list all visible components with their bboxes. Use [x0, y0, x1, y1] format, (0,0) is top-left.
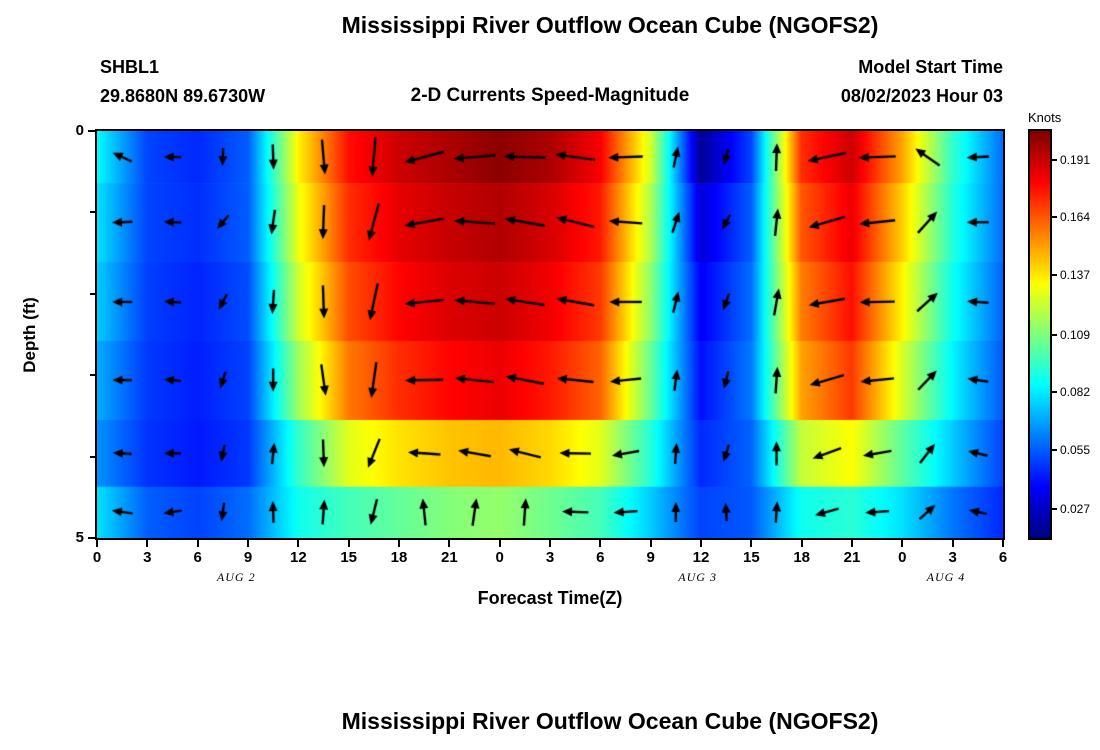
x-tick-label: 21 [440, 549, 458, 566]
colorbar-tick-label: 0.055 [1060, 442, 1091, 457]
x-tick-label: 6 [193, 549, 202, 566]
x-axis-tick [851, 540, 853, 547]
colorbar-tick [1052, 508, 1057, 511]
x-tick-label: 0 [495, 549, 504, 566]
x-axis-tick [901, 540, 904, 547]
x-tick-label: 3 [545, 549, 555, 566]
x-axis-tick [599, 540, 602, 547]
x-axis-tick [297, 540, 300, 547]
second-figure-title: Mississippi River Outflow Ocean Cube (NG… [341, 708, 879, 734]
x-tick-label: 3 [143, 549, 152, 566]
model-start-time-label: Model Start Time [858, 57, 1003, 77]
plot-subtitle: 2-D Currents Speed-Magnitude [410, 85, 690, 106]
x-axis-tick [196, 540, 199, 547]
x-tick-label: 9 [646, 549, 655, 566]
colorbar-tick-label: 0.109 [1060, 327, 1091, 342]
x-axis-tick [750, 540, 753, 547]
y-axis-tick [88, 537, 95, 539]
station-coordinates: 29.8680N 89.6730W [100, 86, 266, 106]
x-axis-tick [800, 540, 803, 547]
x-tick-label: 12 [692, 549, 710, 566]
x-tick-label: 3 [948, 549, 957, 566]
x-tick-label: 6 [596, 549, 605, 566]
x-axis-tick [1002, 540, 1004, 547]
x-axis-tick [549, 540, 551, 547]
x-axis-tick [96, 540, 98, 547]
colorbar-gradient [1030, 131, 1050, 538]
plot-area [95, 129, 1005, 540]
x-axis-tick [649, 540, 652, 547]
x-tick-label: 6 [998, 549, 1008, 566]
x-tick-label: 0 [898, 549, 907, 566]
colorbar-tick [1052, 448, 1057, 451]
date-label: AUG 2 [216, 570, 256, 584]
x-axis-tick [700, 540, 702, 547]
x-axis-tick [398, 540, 400, 547]
x-axis-label: Forecast Time(Z) [477, 588, 623, 608]
heatmap-quiver-canvas [97, 131, 1003, 538]
x-axis-tick [247, 540, 249, 547]
x-tick-label: 18 [793, 549, 810, 566]
colorbar-tick-label: 0.191 [1060, 152, 1091, 167]
colorbar-tick [1052, 333, 1057, 336]
colorbar [1028, 129, 1052, 540]
x-tick-label: 15 [340, 549, 357, 566]
y-axis-minor-tick [90, 455, 95, 458]
date-label: AUG 3 [678, 570, 717, 584]
colorbar-tick-label: 0.164 [1060, 210, 1091, 225]
x-axis-tick [498, 540, 501, 547]
x-tick-label: 0 [92, 549, 102, 566]
colorbar-tick [1052, 273, 1057, 276]
x-axis-tick [146, 540, 149, 547]
x-tick-label: 15 [742, 549, 760, 566]
x-tick-label: 18 [390, 549, 408, 566]
y-axis-minor-tick [90, 292, 95, 295]
colorbar-tick [1052, 158, 1057, 161]
colorbar-tick-label: 0.137 [1060, 267, 1091, 282]
date-label: AUG 4 [926, 570, 966, 584]
x-tick-label: 9 [243, 549, 253, 566]
x-tick-label: 12 [289, 549, 307, 566]
y-axis-label: Depth (ft) [20, 297, 39, 373]
colorbar-tick-label: 0.027 [1060, 502, 1091, 517]
model-start-time-value: 08/02/2023 Hour 03 [840, 86, 1003, 106]
figure-title: Mississippi River Outflow Ocean Cube (NG… [341, 12, 879, 38]
y-tick-label: 0 [75, 122, 84, 139]
x-tick-label: 21 [843, 549, 861, 566]
colorbar-tick-label: 0.082 [1060, 385, 1091, 400]
y-axis-minor-tick [90, 211, 95, 214]
y-tick-label: 5 [75, 529, 84, 546]
x-axis-tick [347, 540, 350, 547]
colorbar-units: Knots [1028, 110, 1062, 125]
x-axis-tick [448, 540, 451, 547]
colorbar-tick [1052, 216, 1057, 219]
colorbar-tick [1052, 391, 1057, 394]
station-id: SHBL1 [100, 57, 160, 77]
y-axis-minor-tick [90, 374, 95, 377]
y-axis-tick [88, 130, 95, 132]
x-axis-tick [951, 540, 954, 547]
